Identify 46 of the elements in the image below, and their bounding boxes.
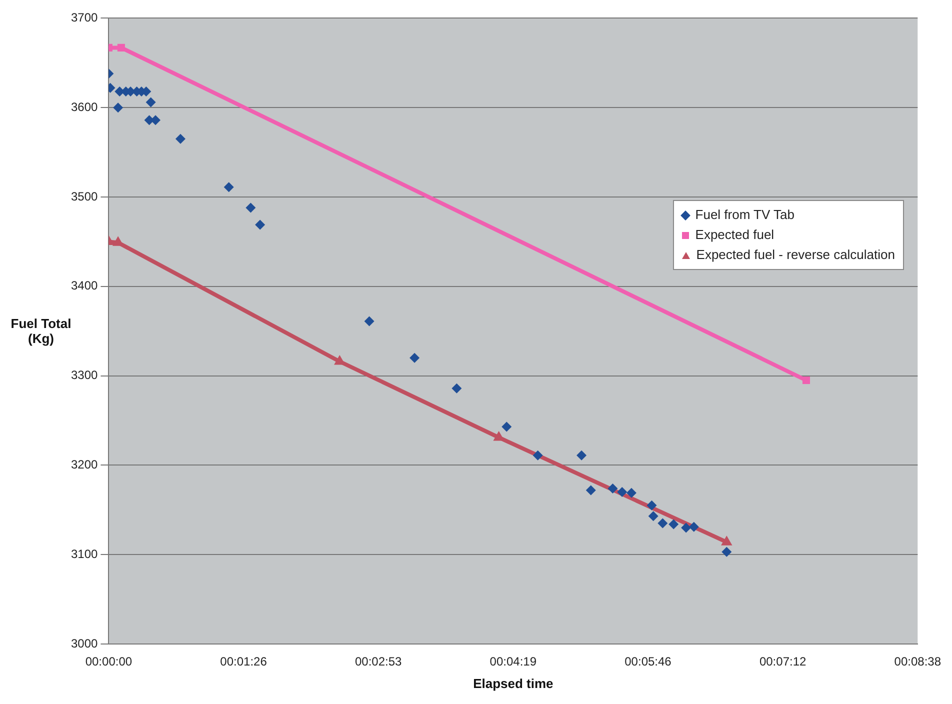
- point: [224, 182, 234, 192]
- x-tick-label: 00:01:26: [220, 654, 268, 669]
- y-tick-label: 3100: [70, 546, 98, 561]
- legend-label: Fuel from TV Tab: [695, 207, 795, 222]
- legend-label: Expected fuel: [695, 227, 774, 242]
- point: [658, 518, 668, 528]
- x-tick-label: 00:08:38: [894, 654, 942, 669]
- point: [175, 134, 186, 144]
- x-axis-title: Elapsed time: [473, 676, 554, 691]
- point: [688, 522, 699, 532]
- point: [722, 546, 732, 557]
- point: [802, 376, 810, 384]
- point: [617, 487, 628, 498]
- x-tick-label: 00:04:19: [490, 654, 537, 669]
- y-axis-title: Fuel Total (Kg): [10, 316, 72, 346]
- y-tick-label: 3700: [70, 10, 98, 25]
- y-tick-label: 3500: [70, 189, 98, 204]
- y-tick-label: 3000: [70, 636, 98, 650]
- point: [532, 450, 543, 460]
- y-tick-label: 3600: [70, 100, 98, 114]
- point: [410, 352, 420, 363]
- point: [364, 316, 374, 326]
- y-tick-label: 3200: [70, 458, 98, 472]
- point: [646, 500, 657, 510]
- point: [146, 97, 156, 108]
- legend-label: Expected fuel - reverse calculation: [696, 247, 895, 262]
- x-tick-label: 00:02:53: [354, 654, 402, 669]
- point: [586, 485, 596, 496]
- point: [502, 422, 512, 432]
- point: [668, 519, 679, 530]
- point: [681, 522, 692, 533]
- x-tick-label: 00:00:00: [85, 654, 132, 669]
- point: [626, 488, 636, 498]
- x-tick-label: 00:07:12: [759, 654, 806, 669]
- point: [608, 483, 618, 494]
- x-tick-label: 00:05:46: [624, 654, 672, 669]
- y-tick-label: 3400: [70, 278, 98, 293]
- point: [150, 115, 161, 126]
- y-tick-label: 3300: [70, 368, 98, 382]
- point: [113, 102, 124, 113]
- point: [255, 220, 266, 230]
- point: [452, 383, 462, 394]
- point: [117, 44, 125, 52]
- point: [648, 511, 658, 522]
- point: [246, 202, 256, 213]
- point: [576, 450, 587, 460]
